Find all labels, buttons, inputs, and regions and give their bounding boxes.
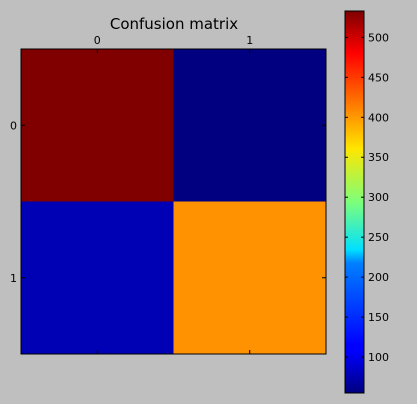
plot-frame [20,48,327,355]
chart-title: Confusion matrix [110,15,238,33]
x-tick-label: 1 [246,34,253,47]
y-tick-label: 1 [10,272,17,285]
heatmap-cell-1-1 [173,201,326,354]
colorbar-tick-label: 200 [368,271,389,284]
axis-ticks [21,49,326,354]
colorbar-tick-label: 400 [368,111,389,124]
colorbar-tick-label: 100 [368,351,389,364]
colorbar [344,10,365,394]
heatmap-cells [21,49,326,354]
heatmap-cell-0-0 [21,49,174,202]
colorbar-tick-label: 450 [368,71,389,84]
colorbar-tick-label: 250 [368,231,389,244]
colorbar-tick-label: 500 [368,31,389,44]
heatmap-cell-1-0 [21,201,174,354]
y-tick-labels: 01 [10,119,17,285]
heatmap-cell-0-1 [173,49,326,202]
x-tick-label: 0 [94,34,101,47]
colorbar-tick-label: 150 [368,311,389,324]
colorbar-ticks: 100 150 200 250 300 350 400 450 500 [345,31,389,364]
colorbar-tick-label: 350 [368,151,389,164]
colorbar-tick-label: 300 [368,191,389,204]
y-tick-label: 0 [10,119,17,132]
